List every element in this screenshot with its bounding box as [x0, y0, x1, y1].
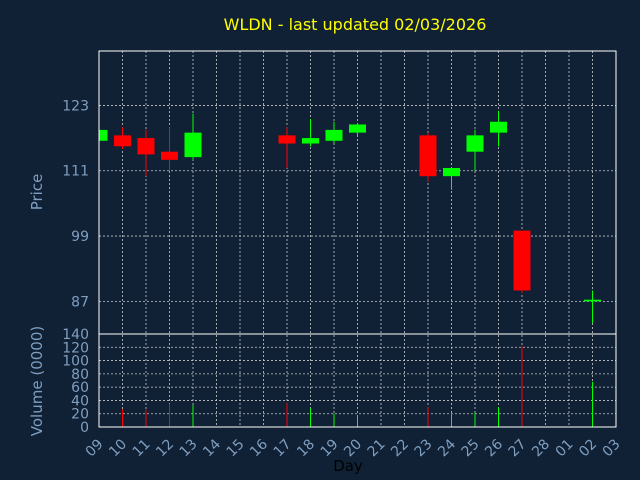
candle-17	[278, 127, 296, 169]
volume-tick-label: 60	[71, 380, 89, 396]
candle-body	[349, 124, 366, 133]
x-tick-label: 25	[459, 436, 483, 460]
candle-10	[114, 127, 131, 149]
candles	[98, 110, 601, 324]
x-tick-label: 01	[553, 436, 577, 460]
x-tick-label: 16	[247, 436, 271, 460]
price-tick-label: 99	[71, 229, 89, 245]
candle-19	[325, 121, 343, 144]
x-tick-label: 13	[177, 436, 201, 460]
candle-27	[513, 230, 531, 294]
price-tick-label: 123	[62, 98, 89, 114]
candle-body	[99, 129, 108, 141]
candle-body	[161, 151, 178, 160]
x-tick-label: 11	[130, 436, 154, 460]
candle-18	[302, 119, 319, 147]
price-tick-label: 111	[62, 164, 89, 180]
x-tick-label: 09	[83, 436, 107, 460]
volume-tick-label: 140	[62, 327, 89, 343]
candle-12	[161, 127, 178, 171]
volume-bars	[122, 345, 593, 427]
candle-body	[466, 135, 484, 152]
candle-body	[513, 230, 531, 291]
volume-tick-label: 120	[62, 340, 89, 356]
grid	[99, 51, 616, 427]
x-tick-label: 02	[576, 436, 600, 460]
x-tick-label: 17	[271, 436, 295, 460]
candle-body	[114, 135, 131, 147]
x-tick-label: 24	[435, 436, 459, 460]
x-tick-label: 23	[412, 436, 436, 460]
volume-tick-label: 40	[71, 393, 89, 409]
candle-25	[466, 129, 484, 171]
price-tick-label: 87	[71, 294, 89, 310]
x-tick-label: 27	[506, 436, 530, 460]
candle-body	[490, 121, 507, 133]
volume-tick-label: 80	[71, 367, 89, 383]
x-tick-label: 12	[153, 436, 177, 460]
chart-title: WLDN - last updated 02/03/2026	[224, 15, 487, 34]
x-tick-label: 03	[600, 436, 624, 460]
x-tick-label: 22	[388, 436, 412, 460]
x-tick-label: 28	[529, 436, 553, 460]
volume-panel-frame	[98, 333, 617, 428]
candle-body	[443, 168, 460, 177]
x-tick-label: 26	[482, 436, 506, 460]
x-tick-label: 10	[106, 436, 130, 460]
candle-23	[419, 132, 437, 182]
volume-tick-label: 100	[62, 354, 89, 370]
volume-axis-label: Volume (0000)	[28, 326, 46, 436]
candle-body	[584, 299, 601, 302]
x-tick-label: 15	[224, 436, 248, 460]
x-tick-label: 18	[294, 436, 318, 460]
volume-tick-label: 20	[71, 407, 89, 423]
candle-24	[443, 168, 460, 190]
candle-body	[278, 135, 296, 144]
candle-body	[419, 135, 437, 177]
candle-11	[137, 129, 155, 177]
volume-tick-label: 0	[80, 420, 89, 436]
candle-body	[325, 129, 343, 141]
candle-02	[584, 290, 601, 324]
x-tick-label: 21	[365, 436, 389, 460]
candle-26	[490, 110, 507, 147]
candle-13	[184, 113, 202, 160]
candle-09	[98, 129, 108, 141]
candle-body	[184, 132, 202, 158]
candle-body	[137, 138, 155, 155]
x-axis-label: Day	[333, 457, 363, 475]
candle-20	[349, 124, 366, 136]
x-tick-label: 14	[200, 436, 224, 460]
price-axis-label: Price	[28, 174, 46, 211]
candle-body	[302, 138, 319, 144]
